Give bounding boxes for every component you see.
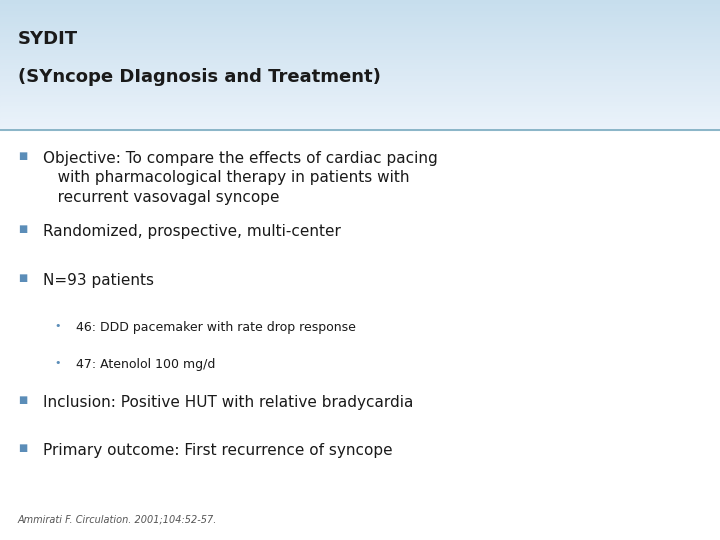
Bar: [0, 9, 720, 11]
Bar: [0, 58, 720, 60]
Bar: [0, 24, 720, 26]
Bar: [0, 119, 720, 121]
Bar: [0, 114, 720, 117]
Bar: [0, 76, 720, 78]
Bar: [0, 43, 720, 45]
Bar: [0, 117, 720, 119]
Bar: [0, 0, 720, 2]
Bar: [0, 80, 720, 82]
Text: ■: ■: [18, 443, 27, 454]
Bar: [0, 82, 720, 84]
Bar: [0, 106, 720, 108]
Text: ■: ■: [18, 224, 27, 234]
Text: ■: ■: [18, 151, 27, 161]
Text: Primary outcome: First recurrence of syncope: Primary outcome: First recurrence of syn…: [43, 443, 393, 458]
Bar: [0, 28, 720, 30]
Bar: [0, 89, 720, 91]
Bar: [0, 37, 720, 39]
Text: •: •: [54, 321, 60, 332]
Bar: [0, 127, 720, 130]
Bar: [0, 17, 720, 19]
Text: (SYncope DIagnosis and Treatment): (SYncope DIagnosis and Treatment): [18, 68, 381, 85]
Bar: [0, 54, 720, 56]
Text: •: •: [54, 358, 60, 368]
Text: Inclusion: Positive HUT with relative bradycardia: Inclusion: Positive HUT with relative br…: [43, 395, 413, 410]
Bar: [0, 30, 720, 32]
Bar: [0, 2, 720, 4]
Bar: [0, 104, 720, 106]
Text: Randomized, prospective, multi-center: Randomized, prospective, multi-center: [43, 224, 341, 239]
Bar: [0, 99, 720, 102]
Bar: [0, 71, 720, 73]
Text: ■: ■: [18, 395, 27, 405]
Text: 47: Atenolol 100 mg/d: 47: Atenolol 100 mg/d: [76, 358, 215, 371]
Bar: [0, 11, 720, 13]
Bar: [0, 65, 720, 67]
Bar: [0, 84, 720, 86]
Bar: [0, 125, 720, 127]
Bar: [0, 91, 720, 93]
Text: Objective: To compare the effects of cardiac pacing
   with pharmacological ther: Objective: To compare the effects of car…: [43, 151, 438, 205]
Bar: [0, 32, 720, 35]
Bar: [0, 97, 720, 99]
Bar: [0, 73, 720, 76]
Bar: [0, 69, 720, 71]
Bar: [0, 35, 720, 37]
Text: SYDIT: SYDIT: [18, 30, 78, 48]
Bar: [0, 63, 720, 65]
Bar: [0, 39, 720, 41]
Text: N=93 patients: N=93 patients: [43, 273, 154, 288]
Bar: [0, 67, 720, 69]
Bar: [0, 123, 720, 125]
Bar: [0, 86, 720, 89]
Bar: [0, 60, 720, 63]
Text: Ammirati F. Circulation. 2001;104:52-57.: Ammirati F. Circulation. 2001;104:52-57.: [18, 515, 217, 525]
Bar: [0, 95, 720, 97]
Bar: [0, 108, 720, 110]
Bar: [0, 13, 720, 15]
Bar: [0, 19, 720, 22]
Text: ■: ■: [18, 273, 27, 283]
Bar: [0, 121, 720, 123]
Text: 46: DDD pacemaker with rate drop response: 46: DDD pacemaker with rate drop respons…: [76, 321, 356, 334]
Bar: [0, 52, 720, 54]
Bar: [0, 110, 720, 112]
Bar: [0, 6, 720, 9]
Bar: [0, 26, 720, 28]
Bar: [0, 102, 720, 104]
Bar: [0, 50, 720, 52]
Bar: [0, 45, 720, 48]
Bar: [0, 56, 720, 58]
Bar: [0, 93, 720, 95]
Bar: [0, 78, 720, 80]
Bar: [0, 22, 720, 24]
Bar: [0, 48, 720, 50]
Bar: [0, 4, 720, 6]
Bar: [0, 41, 720, 43]
Bar: [0, 15, 720, 17]
Bar: [0, 112, 720, 114]
